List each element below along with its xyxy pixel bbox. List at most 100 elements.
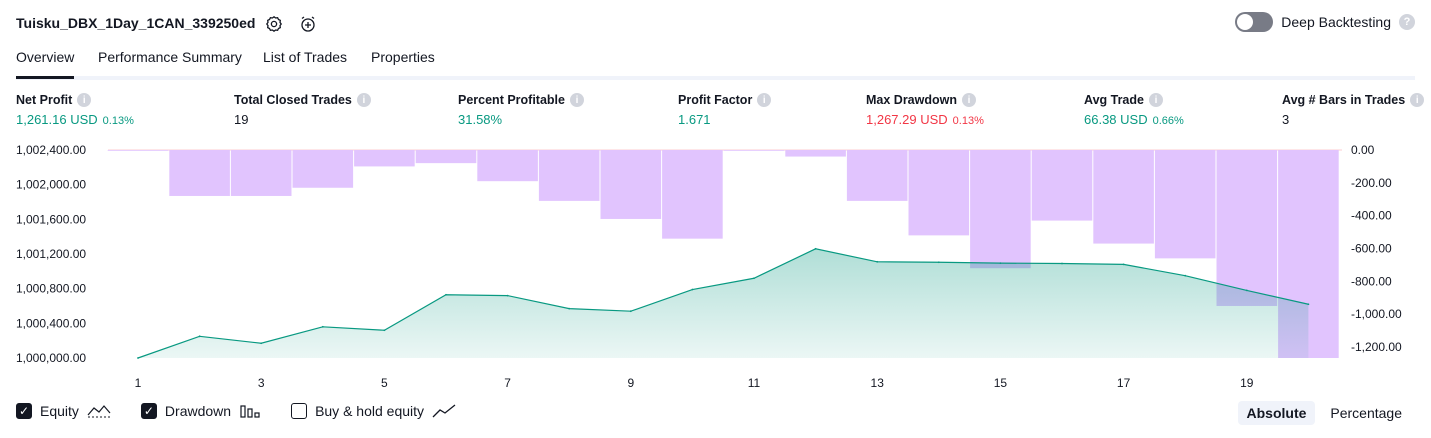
stat-net-profit: Net Profit i 1,261.16 USD 0.13% [16, 93, 134, 127]
equity-point [445, 293, 447, 296]
drawdown-bar [415, 150, 477, 164]
right-axis-tick: -600.00 [1351, 242, 1392, 256]
info-icon[interactable]: i [962, 93, 976, 107]
equity-point [629, 310, 632, 313]
legend-drawdown[interactable]: ✓ Drawdown [140, 403, 261, 419]
equity-point [137, 357, 139, 359]
drawdown-bar [785, 150, 846, 157]
right-axis-tick: 0.00 [1351, 143, 1375, 157]
stat-label: Total Closed Trades [234, 93, 352, 107]
right-axis-tick: -1,000.00 [1351, 307, 1402, 321]
equity-checkbox[interactable]: ✓ [16, 403, 32, 419]
x-axis-tick: 7 [504, 376, 511, 390]
legend-label: Buy & hold equity [315, 403, 425, 419]
mode-percentage-button[interactable]: Percentage [1330, 405, 1402, 421]
left-axis-tick: 1,001,600.00 [16, 212, 86, 226]
stat-value: 1.671 [678, 112, 711, 127]
x-axis-tick: 13 [871, 376, 885, 390]
stat-label: Avg # Bars in Trades [1282, 93, 1406, 107]
equity-line [137, 248, 1309, 359]
left-axis-tick: 1,001,200.00 [16, 247, 86, 261]
stat-value: 19 [234, 112, 249, 127]
stat-label: Avg Trade [1084, 93, 1144, 107]
equity-point [876, 260, 879, 263]
stat-avg-bars-in-trades: Avg # Bars in Trades i 3 [1282, 93, 1425, 127]
deep-backtesting-label: Deep Backtesting [1281, 14, 1391, 30]
drawdown-bar [354, 150, 415, 167]
alarm-clock-add-icon [301, 16, 315, 32]
help-icon[interactable]: ? [1399, 14, 1415, 30]
x-axis-tick: 15 [994, 376, 1008, 390]
equity-drawdown-chart[interactable]: 1,000,000.00 1,000,400.00 1,000,800.00 1,00… [0, 140, 1431, 395]
drawdown-bar [538, 150, 600, 201]
toggle-knob [1237, 14, 1254, 30]
right-axis-tick: -200.00 [1351, 176, 1392, 190]
drawdown-bar [230, 150, 292, 196]
equity-point [383, 329, 386, 332]
equity-point [260, 342, 263, 345]
equity-point [1122, 263, 1125, 266]
equity-point [1184, 274, 1187, 277]
equity-point [321, 325, 324, 328]
checkmark-icon: ✓ [143, 404, 154, 418]
drawdown-bar [292, 150, 354, 188]
equity-line-icon [87, 405, 111, 418]
stat-avg-trade: Avg Trade i 66.38 USD 0.66% [1084, 93, 1184, 127]
equity-point [568, 307, 571, 310]
value-mode-switch: Absolute Percentage [1237, 401, 1412, 425]
legend-equity[interactable]: ✓ Equity [16, 403, 111, 419]
drawdown-checkbox[interactable]: ✓ [140, 403, 157, 419]
info-icon[interactable]: i [757, 93, 772, 107]
info-icon[interactable]: i [569, 93, 584, 107]
checkmark-icon: ✓ [18, 404, 30, 418]
info-icon[interactable]: i [1148, 93, 1163, 107]
stat-value: 66.38 USD [1084, 112, 1148, 127]
tab-overview[interactable]: Overview [16, 48, 75, 79]
alert-button[interactable] [297, 13, 319, 35]
x-axis-tick: 11 [748, 376, 761, 390]
legend-label: Equity [40, 403, 79, 419]
stat-value: 31.58% [458, 112, 503, 127]
left-axis-tick: 1,000,400.00 [16, 316, 86, 330]
drawdown-bar [723, 150, 785, 151]
right-axis-tick: -800.00 [1351, 274, 1392, 288]
x-axis-tick: 17 [1117, 376, 1131, 390]
legend-buy-hold[interactable]: Buy & hold equity [291, 403, 456, 419]
info-icon[interactable]: i [1410, 93, 1425, 107]
info-icon[interactable]: i [77, 93, 92, 107]
buy-hold-checkbox[interactable] [291, 403, 308, 419]
stat-profit-factor: Profit Factor i 1.671 [678, 93, 772, 127]
equity-point [937, 261, 940, 264]
equity-point [1061, 262, 1063, 265]
strategy-title: Tuisku_DBX_1Day_1CAN_339250ed [16, 15, 256, 31]
drawdown-bars-icon [240, 405, 260, 418]
stat-value: 3 [1282, 112, 1290, 127]
legend-label: Drawdown [164, 403, 232, 419]
settings-button[interactable] [263, 13, 285, 35]
equity-point [1307, 303, 1310, 306]
stat-label: Max Drawdown [866, 93, 957, 107]
deep-backtesting-toggle[interactable] [1235, 12, 1274, 32]
deep-backtesting-control: Deep Backtesting ? [1235, 12, 1415, 32]
stat-label: Net Profit [16, 93, 73, 107]
x-axis-tick: 19 [1240, 376, 1254, 390]
tab-performance-summary[interactable]: Performance Summary [98, 49, 242, 65]
equity-point [999, 262, 1002, 264]
info-icon[interactable]: i [356, 93, 371, 107]
stat-total-closed-trades: Total Closed Trades i 19 [234, 93, 371, 127]
x-axis-tick: 5 [381, 376, 388, 390]
drawdown-bar [662, 150, 723, 239]
left-axis-tick: 1,002,000.00 [16, 178, 86, 192]
equity-point [814, 247, 817, 250]
stat-percent: 0.13% [952, 115, 984, 127]
equity-point [753, 277, 755, 280]
stat-percent: 0.13% [102, 115, 134, 127]
stat-label: Percent Profitable [458, 93, 565, 107]
gear-icon [265, 15, 283, 33]
drawdown-bar [970, 150, 1031, 269]
tab-properties[interactable]: Properties [371, 49, 435, 65]
drawdown-bar [107, 150, 169, 151]
tab-list-of-trades[interactable]: List of Trades [263, 49, 348, 65]
left-axis-tick: 1,000,000.00 [16, 351, 86, 365]
mode-absolute-button[interactable]: Absolute [1237, 401, 1316, 425]
